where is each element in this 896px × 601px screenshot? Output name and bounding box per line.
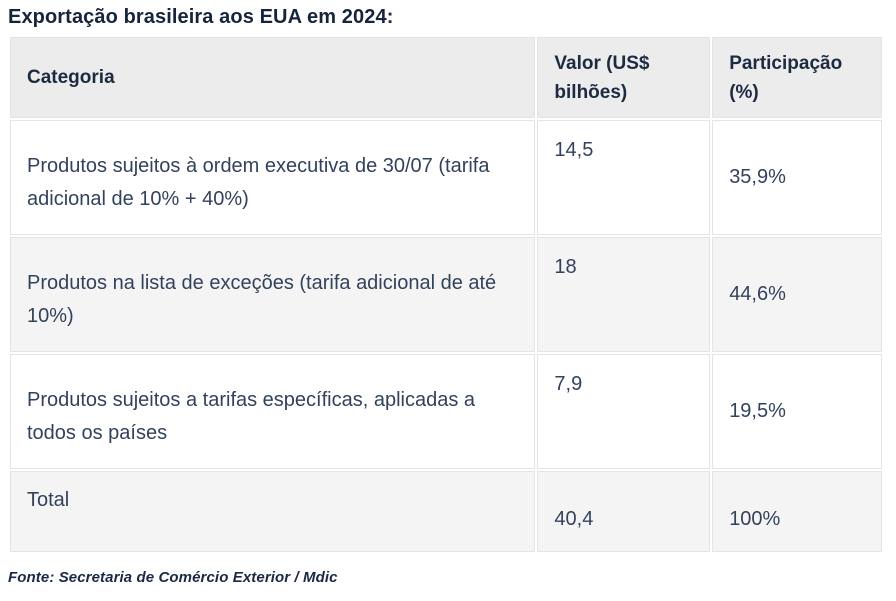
participacao-cell: 35,9% — [712, 120, 882, 235]
categoria-cell: Produtos sujeitos a tarifas específicas,… — [10, 354, 536, 469]
table-row: Produtos na lista de exceções (tarifa ad… — [10, 237, 882, 352]
valor-cell: 14,5 — [537, 120, 711, 235]
table-row: Produtos sujeitos a tarifas específicas,… — [10, 354, 882, 469]
total-label-cell: Total — [10, 471, 536, 552]
categoria-cell: Produtos sujeitos à ordem executiva de 3… — [10, 120, 536, 235]
page-title: Exportação brasileira aos EUA em 2024: — [8, 6, 394, 28]
valor-cell: 7,9 — [537, 354, 711, 469]
participacao-cell: 44,6% — [712, 237, 882, 352]
column-header-valor: Valor (US$ bilhões) — [537, 37, 711, 118]
categoria-cell: Produtos na lista de exceções (tarifa ad… — [10, 237, 536, 352]
table-header-row: Categoria Valor (US$ bilhões) Participaç… — [10, 37, 882, 118]
participacao-cell: 19,5% — [712, 354, 882, 469]
table-row: Produtos sujeitos à ordem executiva de 3… — [10, 120, 882, 235]
source-note: Fonte: Secretaria de Comércio Exterior /… — [8, 569, 338, 586]
column-header-categoria: Categoria — [10, 37, 536, 118]
table-total-row: Total 40,4 100% — [10, 471, 882, 552]
column-header-participacao: Participação (%) — [712, 37, 882, 118]
exports-table: Categoria Valor (US$ bilhões) Participaç… — [8, 35, 884, 554]
valor-cell: 18 — [537, 237, 711, 352]
total-participacao-cell: 100% — [712, 471, 882, 552]
total-valor-cell: 40,4 — [537, 471, 711, 552]
